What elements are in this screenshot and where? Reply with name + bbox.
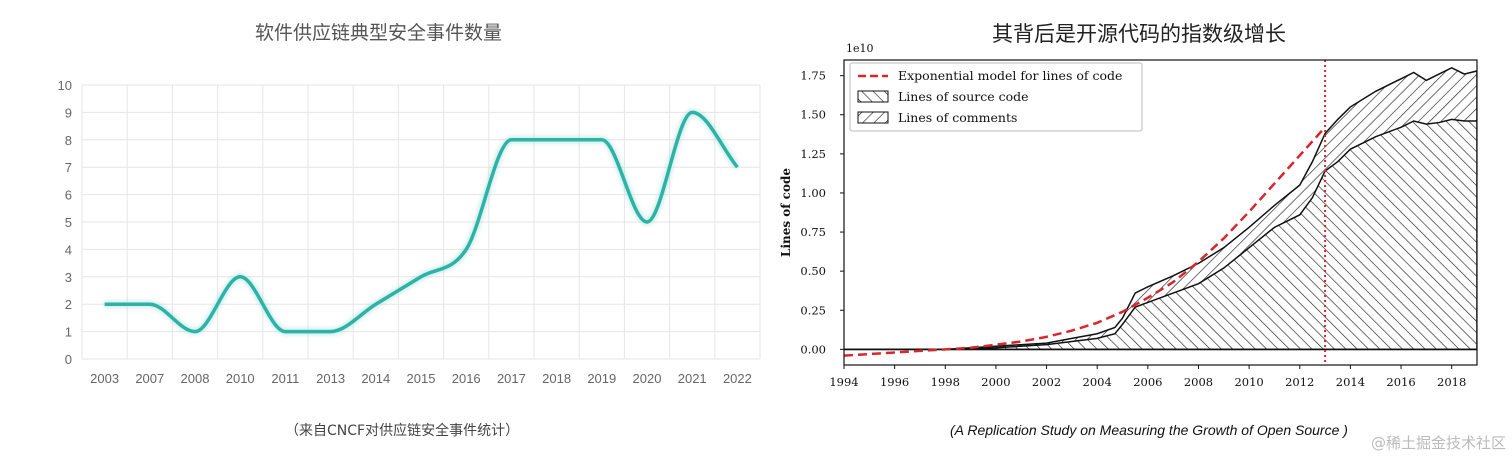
source-code-area-hatch — [844, 118, 1477, 351]
x-tick-label: 2002 — [1032, 375, 1061, 389]
watermark: @稀土掘金技术社区 — [1370, 434, 1506, 452]
x-tick-label: 2011 — [271, 371, 299, 386]
y-tick-label: 7 — [65, 160, 72, 175]
x-tick-label: 2019 — [587, 371, 616, 386]
legend-label-exponential: Exponential model for lines of code — [898, 68, 1122, 83]
y-tick-label: 8 — [65, 133, 72, 148]
x-tick-label: 2008 — [1184, 375, 1213, 389]
legend-box — [849, 62, 1143, 132]
legend-swatch-source — [857, 90, 889, 103]
right-chart-title: 其背后是开源代码的指数级增长 — [992, 22, 1286, 46]
legend: Exponential model for lines of code Line… — [849, 62, 1143, 132]
y-tick-label: 0 — [65, 352, 72, 367]
x-tick-label: 2012 — [1285, 375, 1314, 389]
y-tick-label: 9 — [65, 105, 72, 120]
y-tick-label: 0.25 — [800, 303, 826, 317]
x-tick-label: 2006 — [1133, 375, 1162, 389]
right-chart-panel: 其背后是开源代码的指数级增长 1e10 Lines of code 0.00 0.… — [770, 0, 1512, 465]
left-chart-caption: （来自CNCF对供应链安全事件统计） — [285, 423, 520, 439]
x-tick-label: 2018 — [1437, 375, 1466, 389]
x-tick-label: 1998 — [931, 375, 960, 389]
x-tick-label: 2010 — [226, 371, 255, 386]
y-tick-label: 2 — [65, 297, 72, 312]
y-tick-label: 1.25 — [800, 147, 826, 161]
x-tick-label: 1996 — [880, 375, 909, 389]
x-tick-label: 2018 — [542, 371, 571, 386]
x-tick-label: 2022 — [723, 371, 752, 386]
x-tick-label: 2010 — [1234, 375, 1263, 389]
x-tick-label: 2017 — [497, 371, 526, 386]
x-tick-label: 2014 — [1336, 375, 1365, 389]
left-line-chart: 0 1 2 3 4 5 6 7 8 9 10 2003 2007 2008 2010 2011 2013 201… — [58, 78, 761, 386]
y-tick-label: 0.50 — [800, 264, 826, 278]
exponential-model-line — [844, 126, 1327, 357]
legend-label-comments: Lines of comments — [898, 110, 1017, 125]
x-tick-label: 2020 — [633, 371, 662, 386]
y-scale-label: 1e10 — [846, 42, 874, 55]
x-tick-label: 2014 — [361, 371, 390, 386]
x-tick-label: 2004 — [1083, 375, 1112, 389]
y-tick-label: 1.00 — [800, 186, 826, 200]
left-chart-title: 软件供应链典型安全事件数量 — [255, 22, 503, 44]
y-tick-label: 1.50 — [800, 108, 826, 122]
x-tick-label: 1994 — [829, 375, 858, 389]
x-tick-label: 2016 — [452, 371, 481, 386]
legend-swatch-comments — [857, 111, 889, 124]
legend-label-source: Lines of source code — [898, 89, 1029, 104]
y-tick-label: 10 — [58, 78, 72, 93]
x-tick-label: 2016 — [1386, 375, 1415, 389]
y-tick-label: 3 — [65, 270, 72, 285]
series-line — [104, 110, 739, 334]
x-tick-label: 2007 — [135, 371, 164, 386]
x-tick-label: 2013 — [316, 371, 345, 386]
x-tick-label: 2015 — [407, 371, 436, 386]
x-tick-label: 2021 — [678, 371, 707, 386]
y-tick-label: 5 — [65, 215, 72, 230]
x-tick-label: 2003 — [90, 371, 119, 386]
x-tick-label: 2000 — [981, 375, 1010, 389]
y-tick-label: 6 — [65, 188, 72, 203]
y-tick-label: 1.75 — [800, 69, 826, 83]
y-axis-label: Lines of code — [779, 168, 793, 257]
plot-frame — [843, 59, 1478, 366]
right-chart-caption: (A Replication Study on Measuring the Gr… — [950, 422, 1348, 438]
x-tick-label: 2008 — [181, 371, 210, 386]
y-tick-label: 0.00 — [800, 342, 826, 356]
left-chart-panel: 软件供应链典型安全事件数量 0 1 2 3 4 5 6 7 8 9 10 2003 2007 2008 2… — [58, 22, 761, 439]
y-tick-label: 0.75 — [800, 225, 826, 239]
y-tick-label: 4 — [65, 242, 72, 257]
y-tick-label: 1 — [65, 325, 72, 340]
right-area-chart: 1e10 Lines of code 0.00 0.25 0.50 0.75 1.00 1… — [779, 42, 1478, 389]
